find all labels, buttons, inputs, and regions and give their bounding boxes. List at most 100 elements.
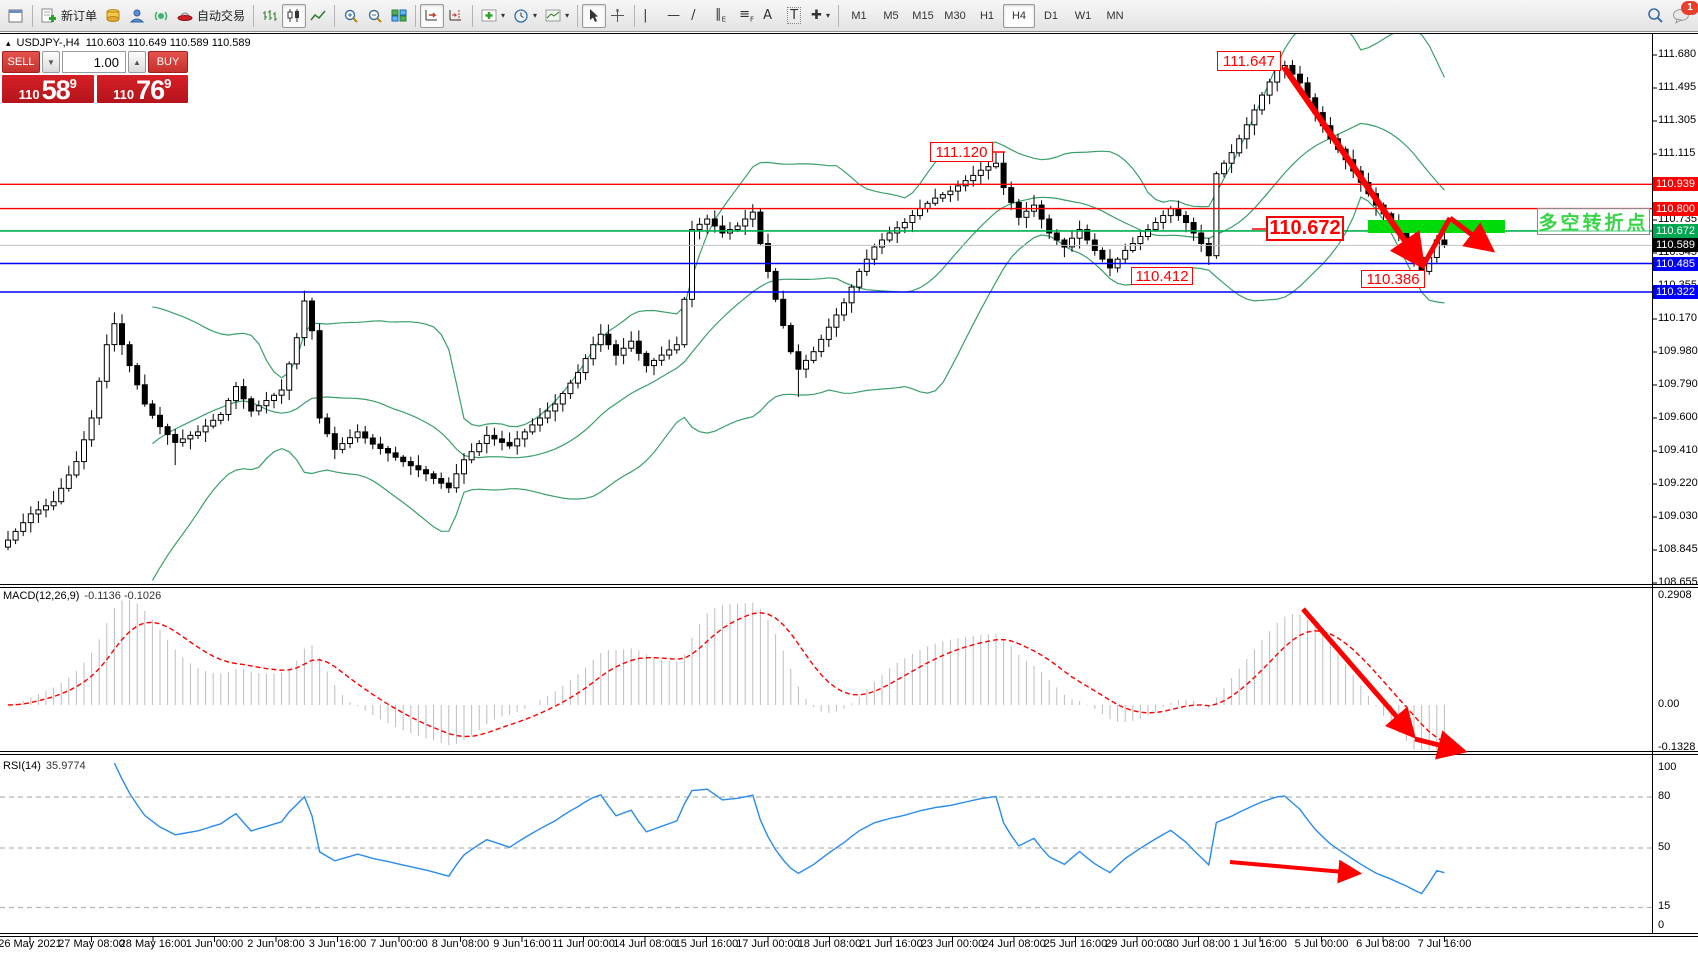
volume-input[interactable]: 1.00 xyxy=(62,51,126,73)
zoom-in-icon xyxy=(343,8,359,24)
ask-price-button[interactable]: 110 76 9 xyxy=(96,75,188,104)
buy-button[interactable]: BUY xyxy=(148,51,188,73)
horizontal-line-button[interactable]: — xyxy=(663,4,687,28)
cursor-icon xyxy=(586,8,600,23)
price-tick-label: 109.790 xyxy=(1658,378,1698,390)
text-icon: A xyxy=(763,8,772,23)
price-annotation-label[interactable]: 111.647 xyxy=(1217,51,1281,71)
auto-scroll-button[interactable] xyxy=(420,3,445,28)
line-chart-icon xyxy=(310,8,326,23)
price-tick-label: 108.655 xyxy=(1658,576,1698,588)
price-tick-label: 109.030 xyxy=(1658,510,1698,522)
signals-button[interactable] xyxy=(149,4,173,28)
toolbar-separator xyxy=(838,4,839,27)
bid-price-button[interactable]: 110 58 9 xyxy=(2,75,94,104)
price-annotation-label[interactable]: 110.386 xyxy=(1361,270,1425,288)
trendline-button[interactable]: / xyxy=(687,4,711,28)
vertical-line-icon: | xyxy=(643,8,648,23)
sell-button[interactable]: SELL xyxy=(2,51,40,73)
main-toolbar: 新订单 自动交易 ▾ ▾ ▾ | — xyxy=(0,0,1698,32)
zoom-out-icon xyxy=(367,8,383,24)
cylinder-icon xyxy=(105,8,121,23)
chat-button[interactable]: 1 xyxy=(1668,0,1698,28)
window-button[interactable] xyxy=(4,4,28,28)
toolbar-separator xyxy=(634,4,636,27)
chart-shift-icon xyxy=(448,8,464,23)
price-line-badge: 110.672 xyxy=(1653,224,1698,238)
timeframe-m5[interactable]: M5 xyxy=(883,9,899,22)
indicators-plus-icon xyxy=(481,8,497,23)
quote-line: ▴ USDJPY-,H4 110.603 110.649 110.589 110… xyxy=(6,37,251,49)
rsi-axis-label: 100 xyxy=(1658,761,1677,773)
vertical-line-button[interactable]: | xyxy=(639,4,663,28)
market-watch-button[interactable] xyxy=(125,4,149,28)
periods-button[interactable]: ▾ xyxy=(509,4,541,28)
timeframe-m15[interactable]: M15 xyxy=(912,9,934,22)
text-label-button[interactable]: T xyxy=(783,4,807,28)
candlestick-chart-button[interactable] xyxy=(282,3,307,28)
rsi-axis-label: 15 xyxy=(1658,900,1671,912)
volume-decrease-button[interactable]: ▼ xyxy=(42,51,60,73)
timeframe-h4[interactable]: H4 xyxy=(1003,3,1035,28)
price-annotation-label[interactable]: 110.672 xyxy=(1266,216,1344,241)
rsi-label: RSI(14) xyxy=(3,760,41,772)
tile-windows-button[interactable] xyxy=(387,4,411,28)
price-line-badge: 110.485 xyxy=(1653,257,1698,271)
macd-label: MACD(12,26,9) xyxy=(3,590,80,602)
ohlc-values: 110.603 110.649 110.589 110.589 xyxy=(85,37,251,49)
cursor-button[interactable] xyxy=(582,3,607,28)
new-order-icon xyxy=(41,8,57,23)
arrows-button[interactable]: ✚ ▾ xyxy=(807,4,834,28)
price-tick-label: 111.115 xyxy=(1658,147,1696,159)
turning-point-note[interactable]: 多空转折点 xyxy=(1537,208,1650,235)
autotrading-label: 自动交易 xyxy=(197,9,246,23)
volume-increase-button[interactable]: ▲ xyxy=(128,51,146,73)
price-tick-label: 109.600 xyxy=(1658,411,1698,423)
macd-axis-label: -0.1328 xyxy=(1658,741,1696,753)
indicators-button[interactable]: ▾ xyxy=(477,4,509,28)
price-annotation-label[interactable]: 111.120 xyxy=(930,142,993,162)
zoom-out-button[interactable] xyxy=(363,4,387,28)
price-tick-label: 110.170 xyxy=(1658,312,1697,324)
new-order-button[interactable]: 新订单 xyxy=(37,4,101,28)
auto-scroll-icon xyxy=(424,8,440,23)
macd-header: MACD(12,26,9) -0.1136 -0.1026 xyxy=(3,590,161,602)
toolbar-separator xyxy=(472,4,474,27)
zoom-in-button[interactable] xyxy=(339,4,363,28)
bid-prefix: 110 xyxy=(18,87,40,102)
timeframe-m30[interactable]: M30 xyxy=(944,9,966,22)
price-tick-label: 109.410 xyxy=(1658,444,1698,456)
toolbar-separator xyxy=(253,4,255,27)
autotrading-button[interactable]: 自动交易 xyxy=(173,4,249,28)
macd-axis-label: 0.00 xyxy=(1658,698,1680,710)
text-button[interactable]: A xyxy=(759,4,783,28)
bar-chart-button[interactable] xyxy=(258,4,282,28)
timeframe-m1[interactable]: M1 xyxy=(851,9,867,22)
rsi-header: RSI(14) 35.9774 xyxy=(3,760,86,772)
price-tick-label: 111.305 xyxy=(1658,114,1697,126)
clock-icon xyxy=(513,8,529,24)
rsi-axis-label: 50 xyxy=(1658,841,1671,853)
chart-shift-button[interactable] xyxy=(444,4,468,28)
crosshair-button[interactable] xyxy=(606,4,630,28)
price-line-badge: 110.589 xyxy=(1653,238,1698,252)
timeframe-mn[interactable]: MN xyxy=(1106,9,1124,22)
templates-button[interactable]: ▾ xyxy=(541,4,573,28)
line-chart-button[interactable] xyxy=(306,4,330,28)
bar-chart-icon xyxy=(262,8,278,23)
window-icon xyxy=(8,9,23,23)
rsi-value: 35.9774 xyxy=(45,760,86,772)
metaeditor-button[interactable] xyxy=(101,4,125,28)
timeframe-w1[interactable]: W1 xyxy=(1074,9,1092,22)
timeframe-d1[interactable]: D1 xyxy=(1043,9,1059,22)
timeframe-h1[interactable]: H1 xyxy=(979,9,995,22)
price-annotation-label[interactable]: 110.412 xyxy=(1131,267,1193,285)
arrow-objects-icon: ✚ xyxy=(811,8,822,23)
chart-window[interactable]: ▴ USDJPY-,H4 110.603 110.649 110.589 110… xyxy=(0,33,1698,953)
fibonacci-button[interactable]: ≡F xyxy=(735,4,759,28)
channel-button[interactable]: ∥E xyxy=(711,4,735,28)
symbol-period-label: USDJPY-,H4 xyxy=(16,37,80,49)
template-icon xyxy=(545,8,561,23)
search-button[interactable] xyxy=(1643,4,1668,28)
